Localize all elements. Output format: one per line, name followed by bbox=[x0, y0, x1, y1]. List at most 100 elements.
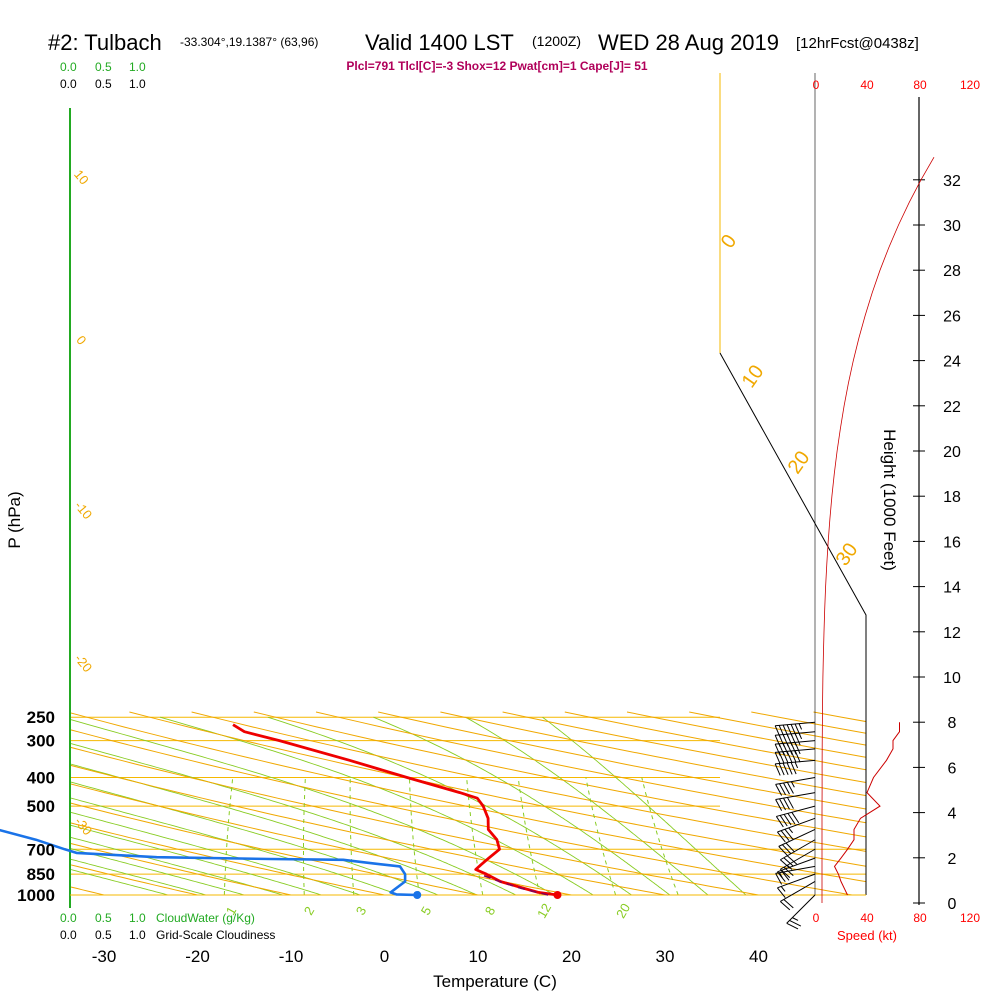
speed-top-tick-0: 0 bbox=[813, 78, 820, 92]
stability-indices: Plcl=791 Tlcl[C]=-3 Shox=12 Pwat[cm]=1 C… bbox=[346, 59, 647, 73]
x-axis-label: Temperature (C) bbox=[433, 972, 557, 991]
height-tick-label: 18 bbox=[943, 489, 961, 506]
forecast-label: [12hrFcst@0438z] bbox=[796, 35, 919, 52]
bottom-cloudiness-tick-1: 0.5 bbox=[95, 928, 112, 942]
wind-barb-1000 bbox=[786, 894, 816, 930]
height-tick-label: 14 bbox=[943, 580, 961, 597]
plot-boundary bbox=[69, 73, 867, 908]
dry-adiabat bbox=[70, 864, 200, 895]
dry-adiabat bbox=[70, 729, 855, 895]
dry-adiabat bbox=[70, 822, 387, 895]
moist-adiabat-label-30: 30 bbox=[832, 539, 863, 570]
height-tick-label: 2 bbox=[948, 851, 957, 868]
dry-adiabat-label--10: -10 bbox=[72, 498, 96, 522]
moist-adiabat bbox=[70, 868, 171, 895]
top-cloudwater-tick-1: 0.5 bbox=[95, 60, 112, 74]
surface-temperature-point bbox=[553, 891, 562, 899]
wind-barb-400 bbox=[775, 776, 816, 796]
x-tick-label: 10 bbox=[469, 947, 488, 966]
dry-adiabat bbox=[502, 711, 866, 784]
moist-adiabat bbox=[70, 824, 324, 895]
moist-adiabat-label-20: 20 bbox=[784, 447, 815, 478]
height-tick-label: 12 bbox=[943, 625, 961, 642]
speed-axis-label: Speed (kt) bbox=[837, 928, 897, 943]
wind-barb-650 bbox=[780, 839, 816, 869]
top-cloudiness-tick-0: 0.0 bbox=[60, 77, 77, 91]
speed-bottom-tick-40: 40 bbox=[860, 911, 874, 925]
height-tick-label: 0 bbox=[948, 896, 957, 913]
dry-adiabat bbox=[70, 842, 294, 895]
speed-bottom-tick-120: 120 bbox=[960, 911, 980, 925]
moist-adiabat bbox=[70, 858, 209, 895]
wind-barb-350 bbox=[774, 759, 816, 776]
mixing-ratio-label-2: 2 bbox=[301, 904, 318, 918]
moist-adiabat bbox=[70, 718, 556, 895]
temperature-line bbox=[232, 723, 558, 897]
dry-adiabat bbox=[253, 711, 866, 838]
valid-date: WED 28 Aug 2019 bbox=[598, 30, 779, 55]
wind-barb-320 bbox=[774, 748, 816, 765]
height-tick-label: 6 bbox=[948, 760, 957, 777]
dry-adiabat bbox=[378, 711, 866, 810]
cloudiness-label: Grid-Scale Cloudiness bbox=[156, 928, 275, 942]
pressure-tick-label: 250 bbox=[27, 708, 55, 727]
wind-barb-260 bbox=[774, 721, 816, 738]
speed-top-tick-120: 120 bbox=[960, 78, 980, 92]
dry-adiabat-label-0: 0 bbox=[73, 333, 89, 348]
axes: -30 -20 -10 0 10 20 30 402503004005007008501000… bbox=[17, 97, 961, 966]
dry-adiabat bbox=[70, 712, 866, 883]
wind-speed-profile bbox=[833, 722, 900, 896]
mixing-ratio-label-8: 8 bbox=[482, 904, 499, 918]
wind-barb-450 bbox=[775, 792, 816, 811]
mixing-ratio-2 bbox=[303, 777, 306, 895]
mixing-ratio-12 bbox=[517, 777, 541, 895]
bottom-cloudwater-tick-0: 0.0 bbox=[60, 911, 77, 925]
mixing-ratio-5 bbox=[409, 777, 420, 895]
speed-top-tick-40: 40 bbox=[860, 78, 874, 92]
height-tick-label: 32 bbox=[943, 173, 961, 190]
dry-adiabat-label-10: 10 bbox=[71, 167, 92, 188]
x-tick-label: 20 bbox=[562, 947, 581, 966]
speed-top-tick-80: 80 bbox=[913, 78, 927, 92]
pressure-tick-label: 300 bbox=[27, 732, 55, 751]
parcel-line bbox=[479, 873, 549, 896]
wind-barb-500 bbox=[775, 805, 816, 828]
moist-adiabat bbox=[70, 797, 401, 895]
dry-adiabat bbox=[440, 711, 866, 797]
x-tick-label: -30 bbox=[92, 947, 117, 966]
moist-adiabat-label-0: 0 bbox=[717, 231, 741, 253]
right-edge-skew bbox=[719, 352, 867, 895]
mixing-ratio-1 bbox=[223, 777, 234, 895]
moist-adiabat bbox=[70, 836, 285, 895]
bottom-cloudwater-tick-2: 1.0 bbox=[129, 911, 146, 925]
pressure-tick-label: 850 bbox=[27, 865, 55, 884]
mixing-ratio-30 bbox=[641, 777, 679, 895]
dry-adiabat bbox=[129, 711, 866, 867]
speed-bottom-tick-0: 0 bbox=[813, 911, 820, 925]
bottom-cloudiness-tick-0: 0.0 bbox=[60, 928, 77, 942]
wind-barb-900 bbox=[780, 881, 816, 911]
pressure-tick-label: 700 bbox=[27, 840, 55, 859]
dry-adiabat bbox=[70, 746, 762, 895]
pressure-tick-label: 1000 bbox=[17, 886, 55, 905]
height-tick-label: 4 bbox=[948, 806, 957, 823]
moist-adiabat bbox=[542, 716, 747, 895]
height-tick-label: 24 bbox=[943, 354, 961, 371]
surface-dewpoint-point bbox=[413, 891, 422, 899]
dry-adiabat bbox=[564, 711, 866, 771]
wind-barbs bbox=[774, 73, 900, 930]
dewpoint-line bbox=[0, 828, 418, 897]
sounding-curves bbox=[0, 723, 562, 899]
dry-adiabat bbox=[315, 711, 866, 824]
top-cloudwater-tick-0: 0.0 bbox=[60, 60, 77, 74]
height-tick-label: 10 bbox=[943, 670, 961, 687]
height-tick-label: 26 bbox=[943, 308, 961, 325]
mixing-ratio-label-12: 12 bbox=[534, 901, 554, 921]
height-tick-label: 8 bbox=[948, 715, 957, 732]
moist-adiabat bbox=[70, 763, 479, 895]
station-coords: -33.304°,19.1387° (63,96) bbox=[180, 35, 318, 49]
mixing-ratio-3 bbox=[349, 777, 355, 895]
moist-adiabat bbox=[267, 716, 633, 895]
